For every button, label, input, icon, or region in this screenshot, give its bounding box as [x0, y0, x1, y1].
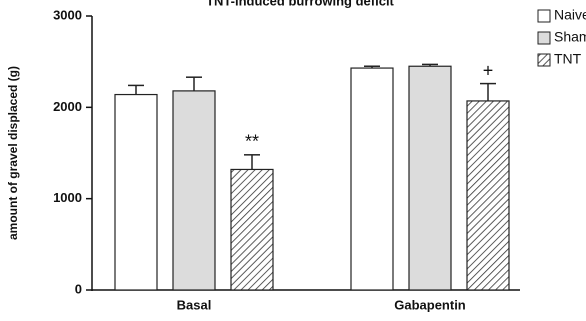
- bar: [408, 65, 452, 291]
- bar: [466, 100, 510, 291]
- bar: [350, 67, 394, 291]
- legend-swatch: [537, 31, 551, 45]
- x-tick-label: Basal: [177, 297, 212, 312]
- y-axis-label: amount of gravel displaced (g): [6, 66, 20, 240]
- legend-label: TNT: [554, 51, 582, 67]
- y-tick-label: 2000: [53, 99, 82, 114]
- bar: [172, 90, 216, 291]
- chart-title: TNT-induced burrowing deficit: [206, 0, 394, 8]
- legend-swatch: [537, 53, 551, 67]
- legend-label: Naive: [554, 7, 586, 23]
- legend-label: Sham: [554, 29, 586, 45]
- annotation: **: [245, 132, 259, 152]
- y-tick-label: 3000: [53, 7, 82, 22]
- y-tick-label: 0: [75, 281, 82, 296]
- bar: [230, 168, 274, 291]
- annotation: +: [483, 60, 494, 80]
- legend-swatch: [537, 9, 551, 23]
- x-tick-label: Gabapentin: [394, 297, 466, 312]
- bar: [114, 93, 158, 291]
- y-tick-label: 1000: [53, 190, 82, 205]
